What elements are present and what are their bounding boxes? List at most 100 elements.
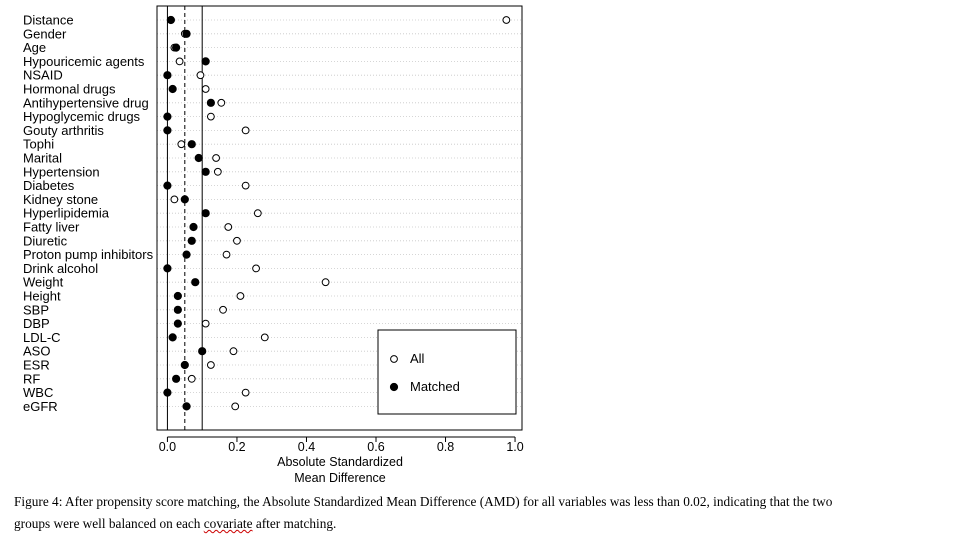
variable-label: ESR — [23, 358, 50, 373]
variable-label: eGFR — [23, 399, 58, 414]
variable-label: Diuretic — [23, 233, 68, 248]
matched-point — [206, 98, 215, 107]
variable-label: Hypoglycemic drugs — [23, 109, 141, 124]
matched-point — [163, 112, 172, 121]
matched-point — [166, 15, 176, 25]
variable-label: ASO — [23, 344, 50, 359]
x-tick-label: 0.4 — [298, 440, 315, 454]
variable-label: Proton pump inhibitors — [23, 247, 154, 262]
all-point — [260, 333, 269, 342]
matched-point — [172, 374, 181, 383]
x-tick-label: 0.8 — [437, 440, 454, 454]
variable-label: DBP — [23, 316, 50, 331]
variable-label: Kidney stone — [23, 192, 98, 207]
legend-matched-marker — [389, 382, 399, 392]
matched-point — [163, 181, 172, 190]
caption-line1: Figure 4: After propensity score matchin… — [14, 494, 833, 509]
variable-label: SBP — [23, 302, 49, 317]
all-point — [201, 85, 210, 93]
matched-point — [173, 291, 182, 301]
legend-all-label: All — [410, 351, 425, 366]
matched-point — [172, 43, 181, 52]
variable-label: Hypouricemic agents — [23, 54, 145, 69]
all-point — [219, 305, 227, 314]
legend-box — [377, 329, 517, 415]
all-point — [222, 250, 231, 259]
matched-point — [194, 153, 203, 163]
matched-point — [201, 167, 210, 176]
variable-label: Hypertension — [23, 164, 100, 179]
variable-label: Age — [23, 40, 46, 55]
all-point — [502, 16, 511, 24]
legend-all-marker — [390, 355, 398, 363]
matched-point — [201, 57, 210, 66]
caption-line2-before: groups were well balanced on each — [14, 516, 204, 531]
data-points — [163, 15, 511, 411]
caption-flagged-word: covariate — [203, 516, 253, 531]
matched-point — [173, 305, 182, 314]
all-point — [201, 319, 210, 328]
all-point — [252, 264, 260, 273]
all-point — [233, 236, 241, 245]
variable-label: Drink alcohol — [23, 261, 98, 276]
variable-label: WBC — [23, 385, 53, 400]
all-point — [231, 402, 240, 411]
variable-label: Marital — [23, 151, 62, 166]
variable-label: Height — [23, 289, 61, 304]
x-axis-title-line2: Mean Difference — [294, 471, 386, 485]
matched-point — [191, 278, 200, 287]
all-point — [177, 140, 186, 149]
all-point — [217, 98, 226, 107]
all-point — [212, 154, 220, 162]
variable-label: RF — [23, 371, 40, 386]
matched-point — [189, 222, 198, 232]
matched-point — [180, 195, 189, 204]
matched-point — [173, 319, 182, 328]
x-tick-label: 0.0 — [159, 440, 176, 454]
variable-label: LDL-C — [23, 330, 61, 345]
x-tick-label: 0.2 — [228, 440, 245, 454]
all-point — [206, 112, 215, 121]
all-point — [229, 347, 238, 356]
variable-label: Hyperlipidemia — [23, 206, 110, 221]
x-axis-title-line1: Absolute Standardized — [277, 455, 403, 469]
variable-label: NSAID — [23, 68, 63, 83]
figure-caption: Figure 4: After propensity score matchin… — [14, 491, 954, 535]
x-axis: 0.0 0.2 0.4 0.6 0.8 1.0 — [159, 436, 524, 454]
all-point — [206, 361, 215, 369]
x-tick-label: 1.0 — [506, 440, 523, 454]
all-point — [241, 388, 250, 397]
all-point — [321, 278, 330, 287]
all-point — [213, 167, 222, 176]
matched-point — [187, 140, 196, 149]
variable-label: Antihypertensive drug — [23, 95, 149, 110]
matched-point — [168, 333, 177, 342]
matched-point — [180, 360, 189, 370]
matched-point — [187, 236, 196, 245]
matched-point — [163, 71, 172, 80]
matched-point — [198, 347, 207, 356]
variable-label: Diabetes — [23, 178, 75, 193]
variable-label: Distance — [23, 13, 74, 28]
matched-point — [182, 250, 191, 259]
all-point — [253, 209, 262, 218]
matched-point — [168, 84, 177, 94]
variable-label: Tophi — [23, 137, 54, 152]
variable-label: Gouty arthritis — [23, 123, 104, 138]
variable-label: Gender — [23, 26, 67, 41]
plot-frame — [156, 5, 523, 431]
variable-label: Fatty liver — [23, 220, 80, 235]
caption-line2-after: after matching. — [252, 516, 337, 531]
all-point — [196, 71, 205, 80]
matched-point — [163, 126, 172, 135]
variable-label: Hormonal drugs — [23, 82, 116, 97]
matched-point — [201, 209, 210, 218]
variable-label: Weight — [23, 275, 64, 290]
all-point — [170, 195, 179, 204]
all-point — [241, 126, 250, 135]
matched-point — [163, 264, 172, 273]
matched-point — [163, 388, 172, 397]
all-point — [187, 374, 196, 383]
